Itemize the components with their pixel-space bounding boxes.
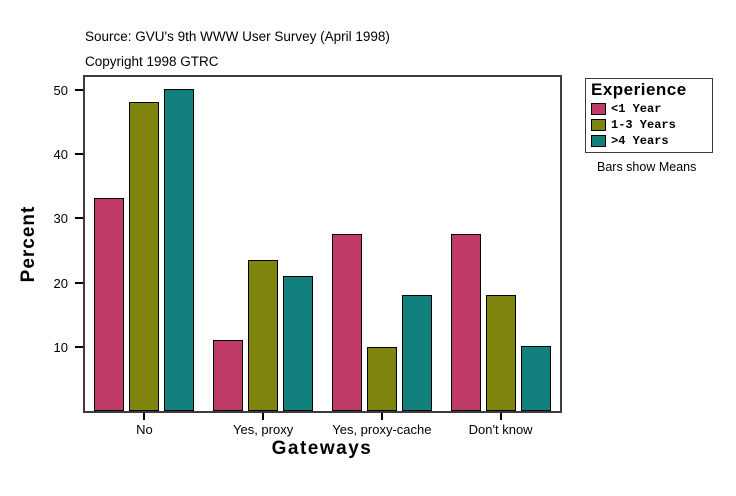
x-category-1: Yes, proxy [204,413,323,437]
legend-entries: <1 Year 1-3 Years >4 Years [591,102,707,148]
x-tick-label-0: No [136,422,153,437]
x-tick-label-3: Don't know [468,422,533,437]
y-tick-label-30: 30 [53,211,68,227]
y-tick-label-10: 10 [53,339,68,355]
bar-no-series-1 [129,102,160,411]
bar-don-t-know-series-0 [450,233,481,411]
x-tick-mark-0 [143,413,146,420]
y-tick-mark-30 [75,217,83,220]
legend-label-1: 1-3 Years [611,118,676,132]
y-tick-label-40: 40 [53,147,68,163]
y-tick-label-20: 20 [53,275,68,291]
source-text: Source: GVU's 9th WWW User Survey (April… [85,29,390,44]
bar-yes-proxy-series-0 [213,340,244,411]
copyright-text: Copyright 1998 GTRC [85,54,219,69]
legend-entry-0: <1 Year [591,102,707,116]
bars-show-means-note: Bars show Means [597,160,697,174]
legend-entry-2: >4 Years [591,134,707,148]
legend-title: Experience [591,80,687,99]
bar-no-series-0 [94,197,125,411]
bar-yes-proxy-cache-series-1 [366,346,397,411]
y-tick-mark-10 [75,345,83,348]
bar-don-t-know-series-1 [485,295,516,411]
y-tick-mark-50 [75,88,83,91]
legend-label-0: <1 Year [611,102,662,116]
y-tick-mark-20 [75,281,83,284]
bar-group-2 [323,77,442,411]
legend-swatch-icon [591,135,606,147]
bar-yes-proxy-series-1 [248,260,279,411]
x-axis-title: Gateways [271,438,373,459]
y-tick-mark-40 [75,153,83,156]
bar-no-series-2 [164,88,195,411]
y-axis-ticks: 10 20 30 40 50 [0,77,83,411]
x-axis-ticks: No Yes, proxy Yes, proxy-cache Don't know [85,413,560,437]
bar-yes-proxy-series-2 [283,276,314,411]
legend-label-2: >4 Years [611,134,669,148]
x-tick-mark-2 [380,413,383,420]
legend-entry-1: 1-3 Years [591,118,707,132]
bar-group-3 [441,77,560,411]
bar-group-1 [204,77,323,411]
y-tick-label-50: 50 [53,82,68,98]
bar-groups [85,77,560,411]
plot-area [83,75,562,413]
bar-group-0 [85,77,204,411]
bar-yes-proxy-cache-series-2 [401,294,432,411]
x-category-0: No [85,413,204,437]
x-tick-mark-3 [499,413,502,420]
bar-don-t-know-series-2 [520,345,551,411]
x-category-3: Don't know [441,413,560,437]
legend-swatch-icon [591,119,606,131]
x-tick-label-2: Yes, proxy-cache [332,422,432,437]
legend-swatch-icon [591,103,606,115]
bar-yes-proxy-cache-series-0 [331,233,362,411]
legend: Experience <1 Year 1-3 Years >4 Years [585,78,713,153]
x-tick-label-1: Yes, proxy [233,422,294,437]
x-category-2: Yes, proxy-cache [323,413,442,437]
x-tick-mark-1 [262,413,265,420]
